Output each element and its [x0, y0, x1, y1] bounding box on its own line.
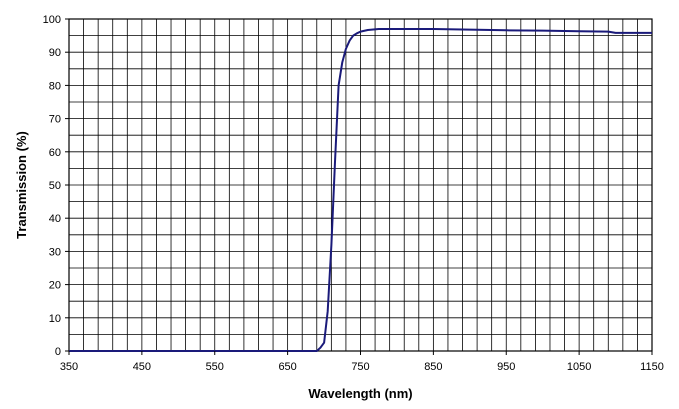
x-tick-label: 1050	[567, 361, 591, 373]
x-axis-label: Wavelength (nm)	[308, 386, 412, 401]
x-tick-label: 350	[60, 361, 78, 373]
y-axis-label: Transmission (%)	[14, 131, 29, 239]
y-tick-label: 0	[55, 346, 61, 358]
x-tick-label: 450	[133, 361, 151, 373]
y-tick-label: 10	[49, 313, 61, 325]
y-axis-ticks: 0 10 20 30 40 50 60 70 80 90 100	[43, 14, 69, 358]
y-tick-label: 20	[49, 280, 61, 292]
x-tick-label: 650	[278, 361, 296, 373]
y-tick-label: 80	[49, 80, 61, 92]
y-tick-label: 50	[49, 180, 61, 192]
y-tick-label: 100	[43, 14, 61, 26]
x-tick-label: 1150	[640, 361, 664, 373]
x-tick-label: 550	[206, 361, 224, 373]
transmission-series-line	[69, 28, 652, 352]
series-layer	[69, 28, 652, 352]
y-tick-label: 30	[49, 246, 61, 258]
y-tick-label: 70	[49, 114, 61, 126]
y-tick-label: 90	[49, 47, 61, 59]
x-tick-label: 750	[351, 361, 369, 373]
x-tick-label: 950	[497, 361, 515, 373]
x-axis-ticks: 350 450 550 650 750 850 950 1050 1150	[60, 351, 664, 373]
grid	[69, 19, 652, 351]
y-tick-label: 40	[49, 213, 61, 225]
x-tick-label: 850	[424, 361, 442, 373]
y-tick-label: 60	[49, 147, 61, 159]
